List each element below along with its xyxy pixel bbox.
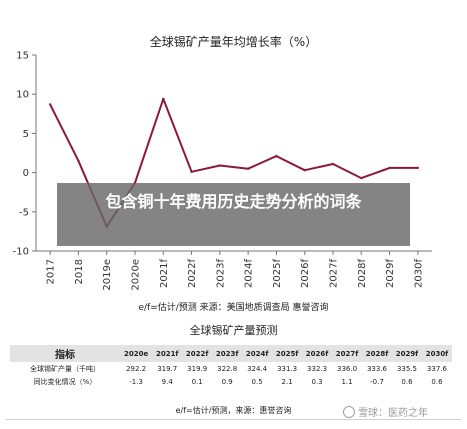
table-header-year: 2025f [272,345,303,362]
forecast-table: 指标 2020e 2021f 2022f 2023f 2024f 2025f 2026f 202… [10,345,452,388]
chart-source-note: e/f=估计/预测 来源：美国地质调查局 惠誉咨询 [138,303,329,313]
data-point [246,167,250,170]
table-cell: 2.1 [281,377,293,386]
table-cell: 333.6 [366,364,388,373]
table-cell: 336.0 [337,364,358,373]
bottom-divider [6,419,461,420]
table-cell: 324.4 [247,364,268,373]
x-tick-label: 2025f [272,259,283,288]
x-tick-label: 2022f [187,259,198,288]
y-tick-label: 0 [23,168,29,179]
table-header-year: 2024f [242,345,273,362]
x-tick-label: 2024f [244,259,255,288]
table-cell: 1.1 [341,377,353,386]
table-header-year: 2020e [120,345,153,362]
table-cell: 0.3 [311,377,323,386]
table-cell: 0.9 [221,377,233,386]
table-row-label: 同比变化情况（%） [33,377,97,386]
x-tick-label: 2027f [329,259,340,288]
table-cell: 332.3 [307,364,328,373]
table-header-year: 2023f [212,345,243,362]
data-point [303,169,306,172]
data-point [77,159,80,163]
table-cell: 9.4 [161,377,173,386]
data-point [388,166,391,170]
table-header-year: 2030f [421,345,452,362]
watermark-text: 雪球：医药之年 [358,408,428,419]
table-cell: 0.6 [401,377,413,386]
table-cell: 319.9 [187,364,208,373]
overlay-banner-text[interactable]: 包含铜十年费用历史走势分析的词条 [105,192,362,211]
table-cell: 322.8 [217,364,238,373]
table-header-row: 指标 2020e 2021f 2022f 2023f 2024f 2025f 2026f 202… [10,345,452,362]
table-cell: -1.3 [129,377,143,386]
table-header-year: 2029f [391,345,422,362]
table-cell: 0.5 [251,377,263,386]
snowball-logo-icon [343,406,355,418]
table-body: 全球锡矿产量（千吨） 292.2 319.7 319.9 322.8 324.4 331.3… [10,362,452,388]
data-point [190,170,193,174]
data-point [48,103,52,106]
x-tick-label: 2017 [46,259,57,284]
chart-title: 全球锡矿产量年均增长率（%） [149,35,318,49]
table-header-year: 2028f [362,345,392,362]
y-tick-label: -10 [13,247,29,258]
table-cell: 292.2 [126,364,147,373]
data-point [275,154,278,158]
x-tick-label: 2021f [159,259,170,288]
table-cell: 0.1 [191,377,203,386]
x-tick-label: 2026f [300,259,311,288]
y-tick-label: -5 [19,207,29,218]
x-tick-label: 2029f [385,259,396,288]
table-row: 全球锡矿产量（千吨） 292.2 319.7 319.9 322.8 324.4 331.3… [10,362,452,375]
table-header-year: 2021f [152,345,183,362]
y-tick-label: 10 [16,90,29,101]
table-cell: 319.7 [157,364,178,373]
data-point [331,162,335,166]
x-tick-label: 2028f [357,259,368,288]
table-title: 全球锡矿产量预测 [189,324,278,337]
table-header-year: 2027f [332,345,363,362]
data-point [416,166,420,170]
x-tick-label: 2023f [215,259,226,288]
watermark: 雪球：医药之年 [343,404,428,419]
x-tick-label: 2020e [131,259,142,291]
data-point [162,97,165,101]
x-tick-label: 2030f [413,259,424,288]
table-row: 同比变化情况（%） -1.3 9.4 0.1 0.9 0.5 2.1 0.3 1.1 -0.7 0.… [10,375,452,388]
table-cell: 337.6 [426,364,447,373]
y-tick-label: 5 [23,129,29,140]
table-header-year: 2022f [182,345,213,362]
overlay-banner[interactable]: 包含铜十年费用历史走势分析的词条 [57,183,410,246]
table-source-note: e/f=估计/预测，来源：惠誉咨询 [175,406,292,415]
y-tick-label: 15 [16,51,29,62]
data-point [218,164,222,167]
table-cell: 0.6 [431,377,443,386]
table-cell: 335.5 [396,364,417,373]
x-tick-label: 2019e [102,259,113,291]
x-tick-label: 2018 [74,259,85,284]
table-cell: 331.3 [277,364,298,373]
table-row-label: 全球锡矿产量（千吨） [30,364,100,373]
table-cell: -0.7 [370,377,384,386]
data-point [360,176,363,180]
table-header-year: 2026f [302,345,333,362]
table-header-indicator: 指标 [10,345,120,362]
